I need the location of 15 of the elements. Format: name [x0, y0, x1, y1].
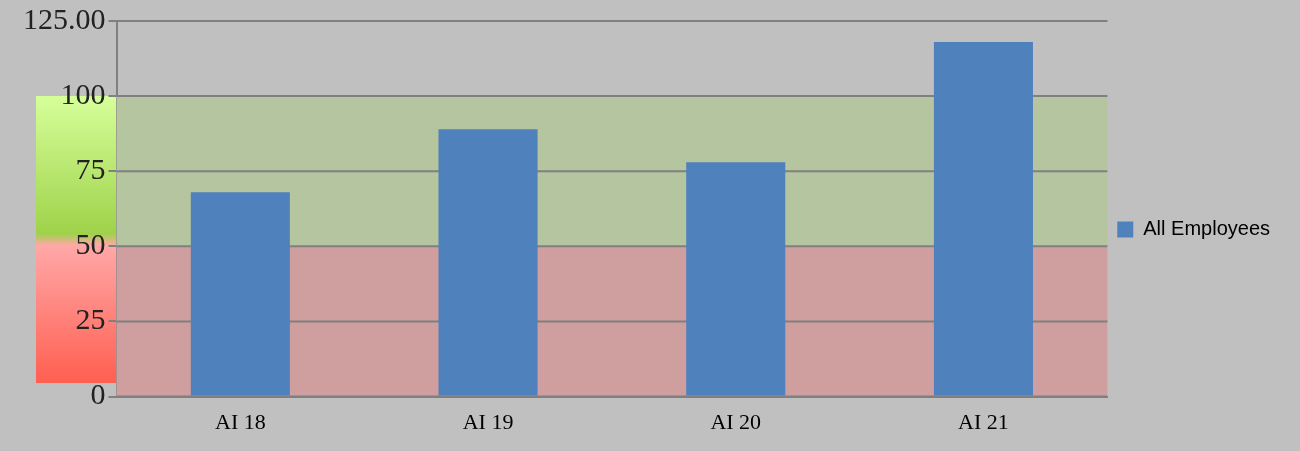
x-tick-label: AI 20: [710, 408, 762, 434]
y-tick-label: 100: [60, 77, 106, 110]
x-tick-label: AI 19: [462, 408, 514, 434]
x-tick-label: AI 18: [214, 408, 266, 434]
bar: [933, 42, 1033, 396]
y-tick-label: 0: [90, 377, 106, 411]
y-tick-label: 25: [75, 302, 106, 336]
legend-label: All Employees: [1143, 217, 1270, 240]
y-tick-label: 75: [75, 152, 106, 186]
y-tick-label: 50: [75, 227, 106, 261]
bar: [686, 162, 786, 396]
x-tick-label: AI 21: [958, 408, 1009, 434]
bar: [438, 129, 538, 396]
y-tick-label: 125.00: [23, 1, 106, 35]
bar: [190, 192, 290, 396]
